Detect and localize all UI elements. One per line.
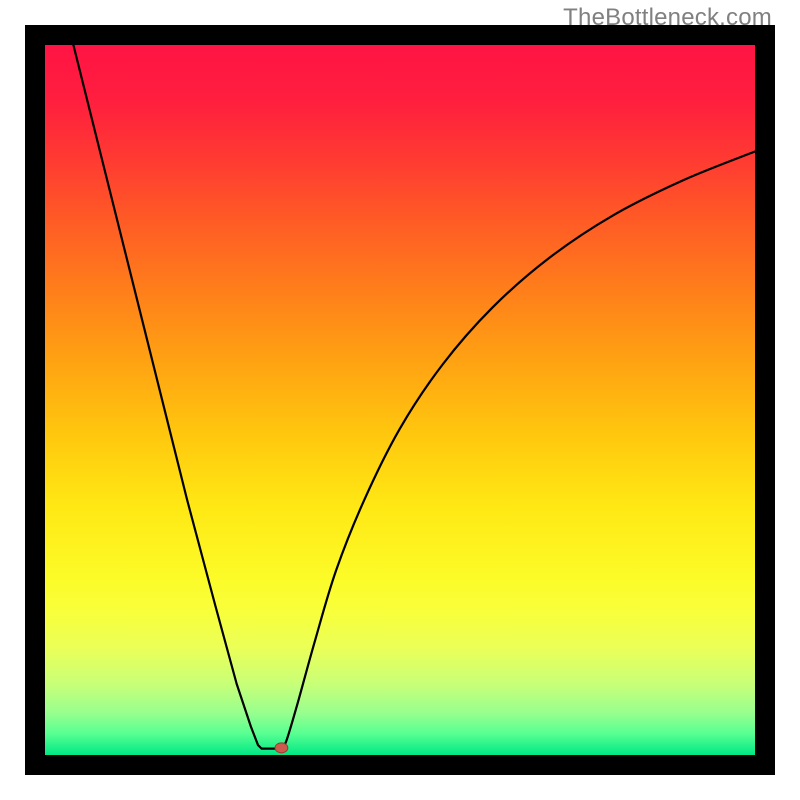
chart-container: TheBottleneck.com <box>0 0 800 800</box>
chart-frame <box>25 25 775 775</box>
plot-area <box>45 45 755 755</box>
optimal-marker <box>275 743 288 753</box>
plot-svg <box>45 45 755 755</box>
watermark-text: TheBottleneck.com <box>563 4 772 32</box>
gradient-background <box>45 45 755 755</box>
